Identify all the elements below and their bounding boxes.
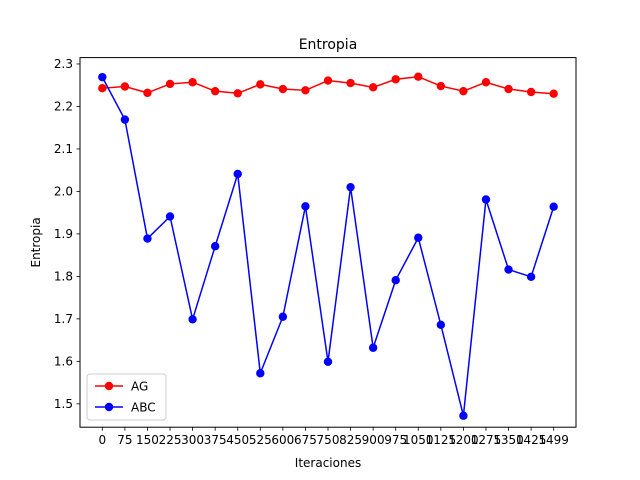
x-tick-label: 300 (181, 433, 204, 447)
data-point-ag (549, 89, 558, 98)
legend-marker-abc (104, 402, 114, 412)
x-tick-label: 900 (362, 433, 385, 447)
x-tick-label: 375 (204, 433, 227, 447)
x-axis: 0 75 150 225 300 375 450 525 600 675 750 825 900 9751… (98, 427, 569, 447)
data-point-abc (120, 115, 130, 124)
data-point-ag (504, 84, 513, 94)
y-tick-label: 2.3 (54, 57, 73, 71)
data-point-ag (414, 72, 423, 81)
x-tick-label: 1425 (516, 433, 547, 447)
x-tick-label: 1275 (471, 433, 502, 447)
legend-label-abc: ABC (131, 400, 156, 414)
series-layer (98, 72, 558, 420)
chart-title: Entropia (299, 37, 358, 53)
data-point-ag (210, 86, 220, 96)
data-point-ag (481, 78, 491, 87)
data-point-abc (436, 320, 446, 330)
y-tick-label: 1.6 (54, 355, 73, 369)
plot-frame (79, 57, 577, 428)
x-tick-label: 975 (384, 433, 407, 447)
data-point-ag (98, 83, 107, 93)
y-axis-label: Entropia (29, 217, 43, 267)
data-point-abc (481, 195, 491, 204)
data-point-ag (323, 76, 333, 85)
data-point-ag (368, 83, 378, 92)
data-point-ag (391, 75, 400, 84)
legend: AG ABC (86, 373, 167, 421)
data-point-ag (278, 84, 288, 94)
data-point-abc (323, 357, 333, 366)
data-point-ag (301, 86, 310, 95)
data-point-abc (414, 233, 423, 242)
x-tick-label: 1050 (403, 433, 434, 447)
data-point-abc (346, 182, 355, 192)
data-point-abc (233, 169, 242, 179)
y-tick-label: 2.2 (54, 100, 73, 114)
data-point-ag (459, 86, 468, 96)
data-point-abc (459, 411, 468, 420)
x-tick-label: 225 (159, 433, 182, 447)
data-point-abc (278, 312, 288, 321)
data-point-abc (301, 202, 310, 211)
y-tick-label: 1.5 (54, 397, 73, 411)
y-axis: 1.5 1.6 1.7 1.8 1.9 2.0 2.1 2.2 2.3 (54, 57, 80, 411)
data-point-abc (143, 234, 152, 243)
data-point-abc (98, 72, 107, 82)
data-point-abc (256, 369, 265, 378)
y-tick-label: 1.8 (54, 270, 73, 284)
x-tick-label: 75 (117, 433, 132, 447)
y-tick-label: 1.9 (54, 227, 73, 241)
x-tick-label: 1350 (493, 433, 524, 447)
y-tick-label: 2.1 (54, 142, 73, 156)
data-point-abc (188, 315, 197, 324)
data-point-ag (120, 82, 130, 91)
data-point-ag (256, 80, 265, 89)
legend-marker-ag (104, 381, 114, 391)
data-point-ag (143, 88, 152, 98)
x-tick-label: 0 (98, 433, 106, 447)
x-tick-label: 750 (317, 433, 340, 447)
x-tick-label: 1125 (426, 433, 457, 447)
data-point-ag (346, 78, 355, 88)
data-point-ag (526, 87, 536, 97)
x-axis-label: Iteraciones (295, 456, 361, 470)
x-tick-label: 1200 (448, 433, 479, 447)
x-tick-label: 150 (136, 433, 159, 447)
data-point-ag (436, 81, 446, 91)
data-point-ag (188, 78, 197, 87)
x-tick-label: 675 (294, 433, 317, 447)
x-tick-label: 525 (249, 433, 272, 447)
data-point-abc (504, 265, 513, 274)
x-tick-label: 450 (226, 433, 249, 447)
x-tick-label: 1499 (538, 433, 569, 447)
data-point-ag (165, 79, 175, 89)
y-tick-label: 2.0 (54, 185, 73, 199)
x-tick-label: 600 (271, 433, 294, 447)
data-point-abc (526, 272, 536, 282)
legend-label-ag: AG (131, 379, 148, 393)
data-point-abc (210, 242, 220, 251)
data-point-ag (233, 89, 242, 98)
data-point-abc (549, 202, 558, 211)
data-point-abc (391, 276, 400, 285)
x-tick-label: 825 (339, 433, 362, 447)
y-tick-label: 1.7 (54, 312, 73, 326)
data-point-abc (165, 212, 175, 221)
data-point-abc (368, 343, 378, 352)
